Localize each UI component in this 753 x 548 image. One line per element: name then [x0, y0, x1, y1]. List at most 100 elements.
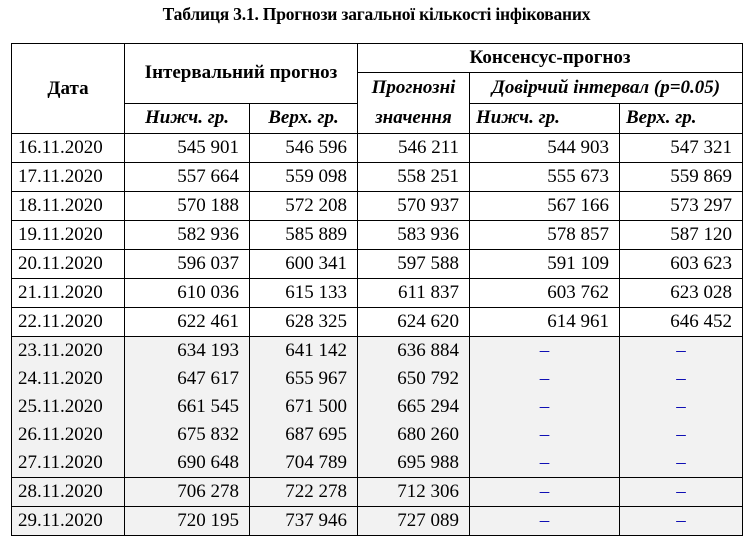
- cell-ci-lower: –: [469, 336, 620, 365]
- cell-interval-lower: 634 193: [124, 336, 250, 365]
- cell-ci-upper: –: [619, 421, 743, 449]
- header-interval-upper: Верх. гр.: [249, 102, 358, 134]
- cell-forecast: 695 988: [357, 449, 470, 478]
- cell-date: 24.11.2020: [11, 365, 125, 393]
- cell-ci-upper: –: [619, 477, 743, 507]
- header-interval-forecast: Інтервальний прогноз: [124, 43, 358, 104]
- table-caption: Таблиця 3.1. Прогнози загальної кількост…: [162, 4, 591, 24]
- cell-date: 28.11.2020: [11, 477, 125, 507]
- cell-ci-upper: –: [619, 393, 743, 421]
- cell-date: 27.11.2020: [11, 449, 125, 478]
- cell-date: 22.11.2020: [11, 307, 125, 337]
- cell-ci-upper: –: [619, 506, 743, 536]
- cell-interval-upper: 671 500: [249, 393, 358, 421]
- cell-ci-upper: –: [619, 449, 743, 478]
- table-row: 29.11.2020 720 195 737 946 727 089 – –: [11, 506, 743, 536]
- table-row: 28.11.2020 706 278 722 278 712 306 – –: [11, 477, 743, 507]
- cell-ci-lower: 603 762: [469, 278, 620, 308]
- table-row: 21.11.2020 610 036 615 133 611 837 603 7…: [11, 278, 743, 308]
- cell-ci-upper: 646 452: [619, 307, 743, 337]
- cell-date: 19.11.2020: [11, 220, 125, 250]
- cell-interval-upper: 687 695: [249, 421, 358, 449]
- table-row: 17.11.2020 557 664 559 098 558 251 555 6…: [11, 162, 743, 192]
- cell-interval-lower: 675 832: [124, 421, 250, 449]
- cell-interval-lower: 570 188: [124, 191, 250, 221]
- cell-date: 25.11.2020: [11, 393, 125, 421]
- table-row: 23.11.2020 634 193 641 142 636 884 – –: [11, 336, 743, 365]
- cell-interval-lower: 706 278: [124, 477, 250, 507]
- cell-ci-upper: 603 623: [619, 249, 743, 279]
- cell-forecast: 727 089: [357, 506, 470, 536]
- cell-forecast: 712 306: [357, 477, 470, 507]
- cell-ci-upper: –: [619, 365, 743, 393]
- forecast-table: Дата Інтервальний прогноз Консенсус-прог…: [11, 43, 743, 536]
- table-row: 22.11.2020 622 461 628 325 624 620 614 9…: [11, 307, 743, 337]
- table-row: 19.11.2020 582 936 585 889 583 936 578 8…: [11, 220, 743, 250]
- cell-interval-upper: 655 967: [249, 365, 358, 393]
- cell-date: 17.11.2020: [11, 162, 125, 192]
- cell-ci-lower: 614 961: [469, 307, 620, 337]
- cell-interval-upper: 641 142: [249, 336, 358, 365]
- cell-interval-upper: 704 789: [249, 449, 358, 478]
- cell-ci-upper: 623 028: [619, 278, 743, 308]
- cell-date: 16.11.2020: [11, 133, 125, 163]
- cell-interval-upper: 559 098: [249, 162, 358, 192]
- cell-date: 21.11.2020: [11, 278, 125, 308]
- cell-interval-lower: 622 461: [124, 307, 250, 337]
- cell-interval-upper: 722 278: [249, 477, 358, 507]
- cell-interval-upper: 737 946: [249, 506, 358, 536]
- cell-ci-lower: 578 857: [469, 220, 620, 250]
- table-row: 24.11.2020 647 617 655 967 650 792 – –: [11, 365, 743, 393]
- header-interval-lower: Нижч. гр.: [124, 102, 250, 134]
- header-forecast-values-line1: Прогнозні: [371, 77, 456, 98]
- cell-ci-lower: –: [469, 421, 620, 449]
- table-row: 20.11.2020 596 037 600 341 597 588 591 1…: [11, 249, 743, 279]
- cell-interval-lower: 690 648: [124, 449, 250, 478]
- cell-interval-upper: 546 596: [249, 133, 358, 163]
- table-row: 26.11.2020 675 832 687 695 680 260 – –: [11, 421, 743, 449]
- cell-date: 29.11.2020: [11, 506, 125, 536]
- cell-interval-upper: 615 133: [249, 278, 358, 308]
- cell-forecast: 636 884: [357, 336, 470, 365]
- cell-forecast: 597 588: [357, 249, 470, 279]
- cell-interval-upper: 585 889: [249, 220, 358, 250]
- cell-ci-lower: –: [469, 393, 620, 421]
- cell-ci-lower: –: [469, 449, 620, 478]
- cell-ci-lower: 591 109: [469, 249, 620, 279]
- cell-interval-lower: 720 195: [124, 506, 250, 536]
- cell-ci-lower: 567 166: [469, 191, 620, 221]
- header-ci-upper: Верх. гр.: [619, 102, 743, 134]
- cell-forecast: 624 620: [357, 307, 470, 337]
- table-row: 18.11.2020 570 188 572 208 570 937 567 1…: [11, 191, 743, 221]
- cell-ci-upper: –: [619, 336, 743, 365]
- cell-ci-upper: 559 869: [619, 162, 743, 192]
- header-consensus-forecast: Консенсус-прогноз: [357, 43, 743, 73]
- header-forecast-values-line2: значення: [375, 107, 452, 128]
- cell-interval-upper: 628 325: [249, 307, 358, 337]
- cell-ci-upper: 587 120: [619, 220, 743, 250]
- cell-interval-lower: 596 037: [124, 249, 250, 279]
- cell-interval-lower: 582 936: [124, 220, 250, 250]
- table-row: 16.11.2020 545 901 546 596 546 211 544 9…: [11, 133, 743, 163]
- cell-ci-lower: –: [469, 365, 620, 393]
- cell-forecast: 570 937: [357, 191, 470, 221]
- cell-ci-lower: 544 903: [469, 133, 620, 163]
- cell-interval-lower: 545 901: [124, 133, 250, 163]
- table-body: 16.11.2020 545 901 546 596 546 211 544 9…: [11, 133, 743, 536]
- cell-date: 26.11.2020: [11, 421, 125, 449]
- cell-date: 20.11.2020: [11, 249, 125, 279]
- table-row: 27.11.2020 690 648 704 789 695 988 – –: [11, 449, 743, 478]
- cell-interval-lower: 557 664: [124, 162, 250, 192]
- cell-date: 18.11.2020: [11, 191, 125, 221]
- cell-ci-lower: –: [469, 506, 620, 536]
- cell-date: 23.11.2020: [11, 336, 125, 365]
- cell-ci-lower: 555 673: [469, 162, 620, 192]
- cell-interval-upper: 572 208: [249, 191, 358, 221]
- header-forecast-values: Прогнозні значення: [357, 72, 470, 134]
- cell-forecast: 558 251: [357, 162, 470, 192]
- cell-interval-lower: 610 036: [124, 278, 250, 308]
- cell-forecast: 583 936: [357, 220, 470, 250]
- header-ci-lower: Нижч. гр.: [469, 102, 620, 134]
- cell-interval-lower: 647 617: [124, 365, 250, 393]
- header-confidence-interval: Довірчий інтервал (p=0.05): [469, 72, 743, 104]
